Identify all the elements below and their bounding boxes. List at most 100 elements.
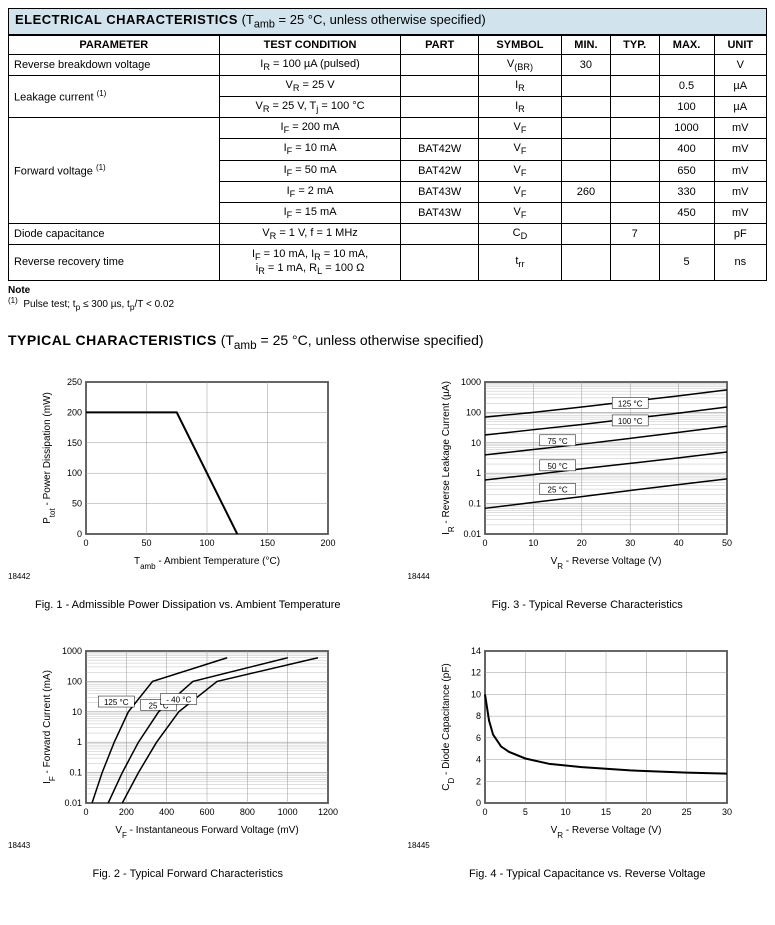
svg-text:75 °C: 75 °C [548,437,568,446]
unit-cell: mV [714,181,766,202]
fig2-cell: 0200400600800100012000.010.1110100100012… [8,641,368,880]
unit-cell: mV [714,139,766,160]
svg-text:100 °C: 100 °C [618,417,643,426]
max-cell: 450 [659,202,714,223]
electrical-title: ELECTRICAL CHARACTERISTICS [15,12,238,27]
svg-text:40: 40 [674,538,684,548]
cond-cell: VR = 25 V, Tj = 100 °C [219,96,401,117]
svg-text:- 40 °C: - 40 °C [166,695,191,704]
sym-cell: trr [478,245,561,280]
unit-cell: ns [714,245,766,280]
typ-cell [610,54,659,75]
svg-text:50: 50 [72,498,82,508]
min-cell [561,96,610,117]
min-cell [561,75,610,96]
part-cell: BAT43W [401,202,478,223]
sym-cell: VF [478,202,561,223]
col-header: UNIT [714,35,766,54]
param-cell: Forward voltage (1) [9,118,220,224]
svg-text:1000: 1000 [461,377,481,387]
table-row: Reverse recovery timeIF = 10 mA, IR = 10… [9,245,767,280]
svg-text:1: 1 [476,468,481,478]
svg-text:800: 800 [240,807,255,817]
unit-cell: pF [714,224,766,245]
svg-text:250: 250 [67,377,82,387]
sym-cell: VF [478,118,561,139]
fig2-caption: Fig. 2 - Typical Forward Characteristics [8,868,368,880]
unit-cell: mV [714,202,766,223]
min-cell [561,139,610,160]
svg-text:600: 600 [199,807,214,817]
min-cell [561,160,610,181]
svg-text:400: 400 [159,807,174,817]
max-cell: 5 [659,245,714,280]
part-cell [401,245,478,280]
cond-cell: IF = 2 mA [219,181,401,202]
svg-text:8: 8 [476,711,481,721]
fig3-chart: 010203040500.010.1110100100025 °C50 °C75… [437,372,737,572]
unit-cell: mV [714,160,766,181]
cond-cell: IF = 50 mA [219,160,401,181]
svg-text:125 °C: 125 °C [104,698,129,707]
typ-cell [610,75,659,96]
note-text: Pulse test; tp ≤ 300 µs, tp/T < 0.02 [23,299,174,310]
typ-cell [610,96,659,117]
col-header: TYP. [610,35,659,54]
svg-text:12: 12 [471,667,481,677]
svg-text:1: 1 [77,737,82,747]
table-row: Leakage current (1)VR = 25 VIR0.5µA [9,75,767,96]
svg-text:30: 30 [722,807,732,817]
svg-text:25: 25 [682,807,692,817]
table-row: Diode capacitanceVR = 1 V, f = 1 MHzCD7p… [9,224,767,245]
typ-cell [610,181,659,202]
col-header: PART [401,35,478,54]
unit-cell: mV [714,118,766,139]
svg-text:20: 20 [577,538,587,548]
fig4-chart: 05101520253002468101214VR - Reverse Volt… [437,641,737,841]
svg-text:100: 100 [67,468,82,478]
fig3-cell: 010203040500.010.1110100100025 °C50 °C75… [408,372,768,611]
svg-text:Tamb - Ambient Temperature (°C: Tamb - Ambient Temperature (°C) [134,556,280,571]
max-cell: 100 [659,96,714,117]
svg-text:2: 2 [476,776,481,786]
svg-text:10: 10 [72,707,82,717]
svg-text:10: 10 [529,538,539,548]
part-cell [401,118,478,139]
max-cell: 400 [659,139,714,160]
svg-text:VF - Instantaneous Forward Vol: VF - Instantaneous Forward Voltage (mV) [115,825,298,840]
svg-text:15: 15 [601,807,611,817]
col-header: SYMBOL [478,35,561,54]
svg-text:100: 100 [466,407,481,417]
svg-text:10: 10 [471,689,481,699]
svg-text:0.1: 0.1 [69,767,82,777]
fig1-chart: 050100150200050100150200250Tamb - Ambien… [38,372,338,572]
table-row: Reverse breakdown voltageIR = 100 µA (pu… [9,54,767,75]
max-cell: 330 [659,181,714,202]
table-row: Forward voltage (1)IF = 200 mAVF1000mV [9,118,767,139]
fig3-id: 18444 [408,572,768,581]
svg-text:14: 14 [471,646,481,656]
svg-text:50: 50 [141,538,151,548]
fig1-id: 18442 [8,572,368,581]
svg-text:0.1: 0.1 [469,498,482,508]
svg-text:VR - Reverse Voltage (V): VR - Reverse Voltage (V) [551,825,662,840]
param-cell: Reverse breakdown voltage [9,54,220,75]
svg-text:0.01: 0.01 [64,798,82,808]
svg-text:1000: 1000 [62,646,82,656]
svg-text:6: 6 [476,733,481,743]
charts-grid: 050100150200050100150200250Tamb - Ambien… [8,372,767,880]
fig4-id: 18445 [408,841,768,850]
part-cell: BAT42W [401,139,478,160]
svg-text:100: 100 [199,538,214,548]
svg-text:25 °C: 25 °C [548,485,568,494]
part-cell: BAT42W [401,160,478,181]
svg-text:4: 4 [476,754,481,764]
param-cell: Reverse recovery time [9,245,220,280]
max-cell: 1000 [659,118,714,139]
col-header: MIN. [561,35,610,54]
svg-text:IR - Reverse Leakage Current (: IR - Reverse Leakage Current (µA) [441,381,456,535]
min-cell [561,224,610,245]
svg-text:50 °C: 50 °C [548,462,568,471]
typical-title: TYPICAL CHARACTERISTICS [8,332,217,348]
svg-text:0: 0 [77,529,82,539]
